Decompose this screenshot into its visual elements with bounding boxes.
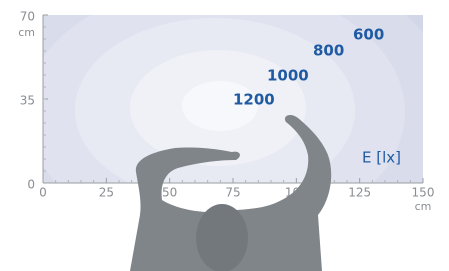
x-tick-label: 125 [348,186,371,200]
y-tick-label: 35 [20,94,35,108]
x-tick-label: 150 [412,186,435,200]
x-tick-label: 25 [99,186,114,200]
contour-label: 1000 [267,67,309,85]
y-tick-label: 70 [20,10,35,24]
head [196,204,248,271]
diagram: E [lx] 0255075100125150cm03570cm 6008001… [0,0,449,271]
quantity-label: E [lx] [362,149,401,167]
x-tick-label: 75 [225,186,240,200]
x-tick-label: 50 [162,186,177,200]
y-tick-label: 0 [27,178,35,192]
contour-label: 800 [313,42,344,60]
x-tick-label: 0 [39,186,47,200]
y-unit: cm [18,26,35,39]
page: {"x_axis": {"ticks": [0, 25, 50, 75, 100… [0,0,449,271]
contour-label: 600 [353,26,384,44]
x-unit: cm [415,200,432,213]
contour-label: 1200 [233,91,275,109]
